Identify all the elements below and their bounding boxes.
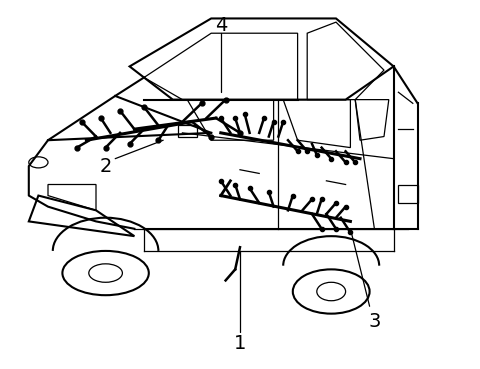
Text: 3: 3 xyxy=(368,311,381,331)
Text: 1: 1 xyxy=(234,334,246,353)
Text: 2: 2 xyxy=(99,156,112,176)
Text: 4: 4 xyxy=(215,16,227,35)
